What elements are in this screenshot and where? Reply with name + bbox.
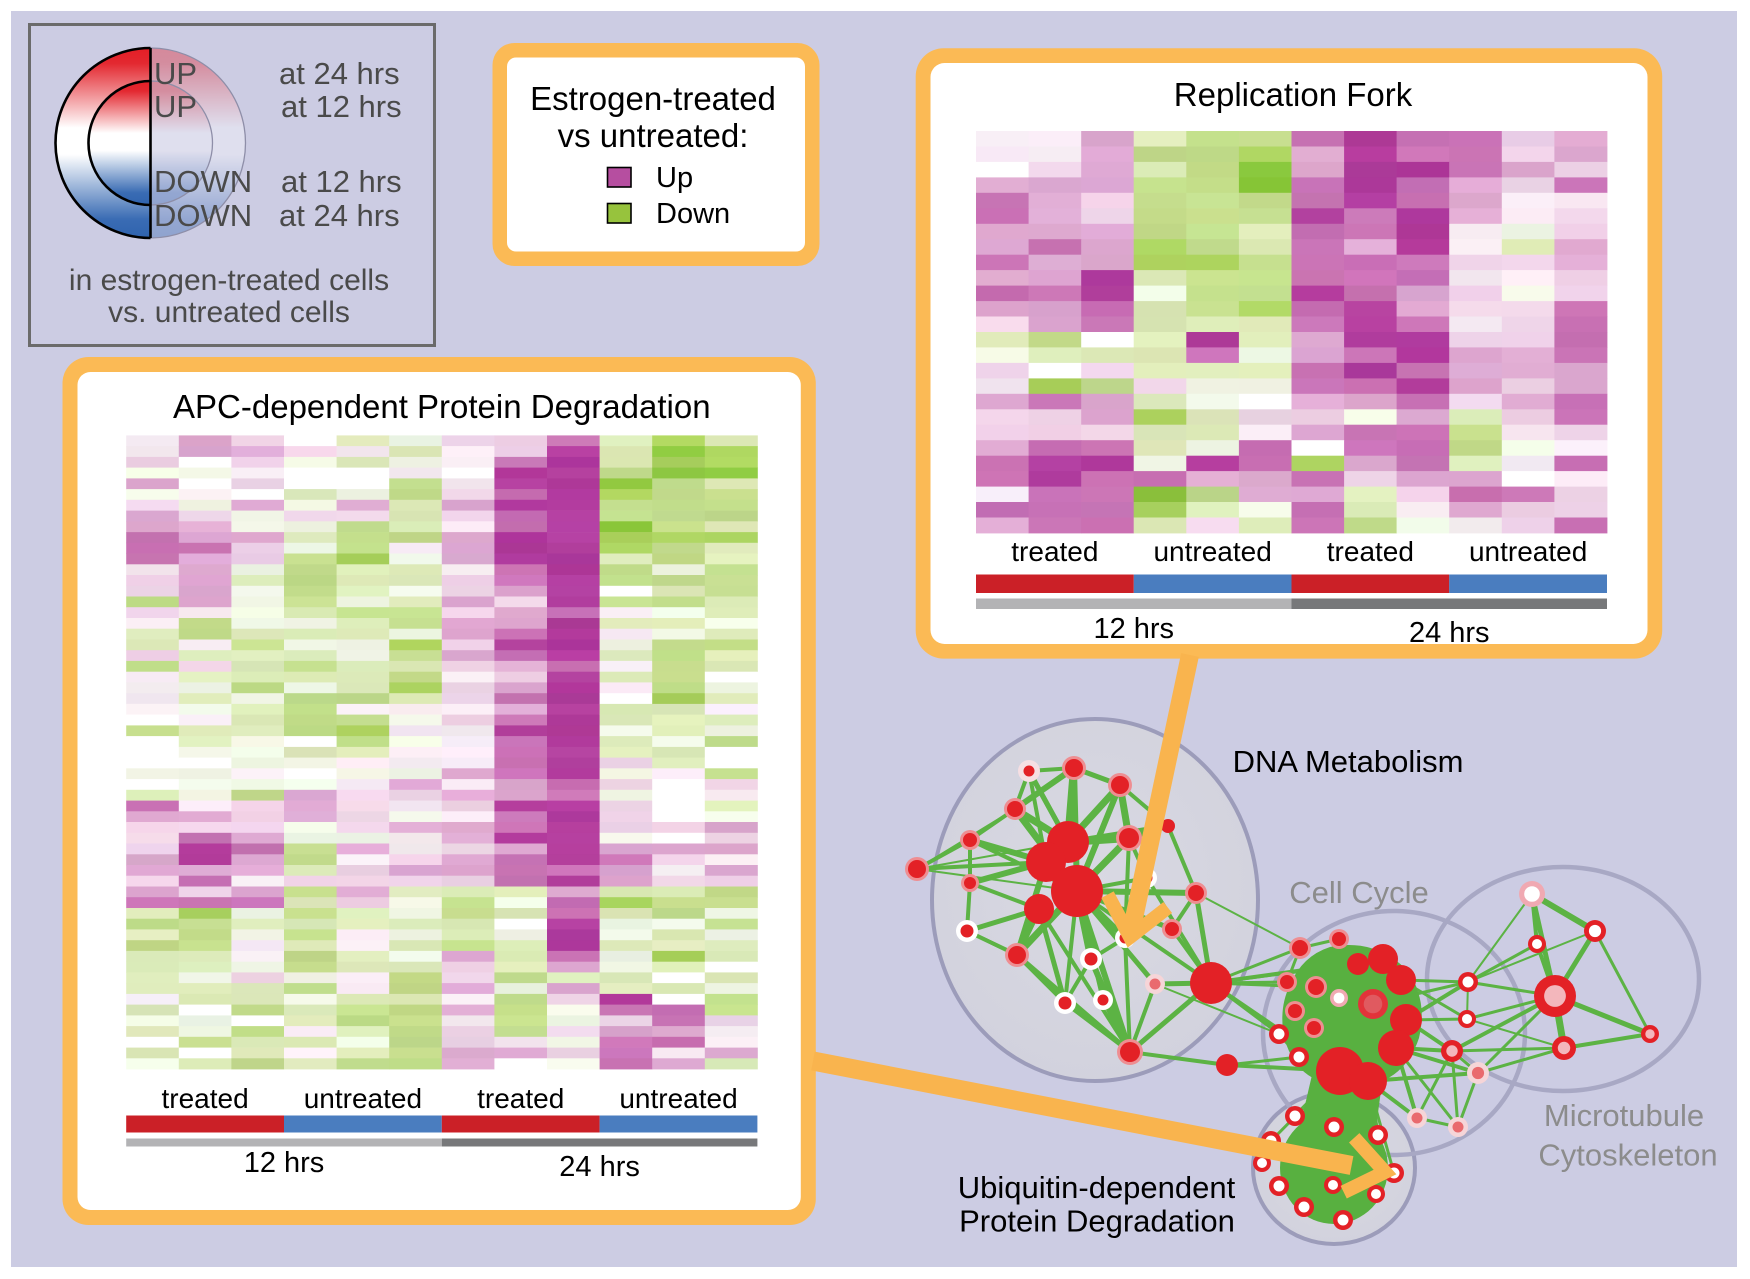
svg-text:treated: treated [1327, 536, 1414, 567]
svg-text:DNA Metabolism: DNA Metabolism [1233, 744, 1464, 779]
svg-text:24 hrs: 24 hrs [559, 1151, 640, 1183]
svg-text:at 12 hrs: at 12 hrs [281, 164, 402, 199]
svg-text:Protein Degradation: Protein Degradation [959, 1204, 1235, 1239]
svg-text:treated: treated [1011, 536, 1098, 567]
svg-text:Microtubule: Microtubule [1544, 1098, 1704, 1133]
svg-text:at 24 hrs: at 24 hrs [279, 56, 400, 91]
svg-text:in estrogen-treated cells: in estrogen-treated cells [69, 264, 389, 297]
svg-text:12 hrs: 12 hrs [1093, 613, 1174, 645]
svg-text:24 hrs: 24 hrs [1409, 617, 1490, 649]
svg-text:at 24 hrs: at 24 hrs [279, 198, 400, 233]
svg-text:untreated: untreated [1153, 536, 1271, 567]
svg-text:treated: treated [477, 1083, 564, 1114]
svg-text:untreated: untreated [304, 1083, 422, 1114]
svg-text:vs. untreated cells: vs. untreated cells [108, 296, 350, 329]
svg-text:UP: UP [154, 89, 197, 124]
svg-text:vs untreated:: vs untreated: [558, 117, 749, 154]
svg-text:Ubiquitin-dependent: Ubiquitin-dependent [958, 1170, 1236, 1205]
svg-text:UP: UP [154, 56, 197, 91]
svg-text:at 12 hrs: at 12 hrs [281, 89, 402, 124]
svg-text:Replication Fork: Replication Fork [1174, 76, 1413, 113]
svg-text:DOWN: DOWN [154, 164, 252, 199]
svg-text:DOWN: DOWN [154, 198, 252, 233]
svg-text:Cytoskeleton: Cytoskeleton [1538, 1138, 1717, 1173]
svg-text:Up: Up [656, 162, 693, 194]
svg-text:Cell Cycle: Cell Cycle [1289, 875, 1429, 910]
svg-text:APC-dependent Protein Degradat: APC-dependent Protein Degradation [173, 388, 711, 425]
svg-text:12 hrs: 12 hrs [244, 1147, 325, 1179]
svg-text:treated: treated [162, 1083, 249, 1114]
svg-text:Estrogen-treated: Estrogen-treated [530, 80, 776, 117]
svg-text:Down: Down [656, 198, 730, 230]
svg-text:untreated: untreated [619, 1083, 737, 1114]
svg-text:untreated: untreated [1469, 536, 1587, 567]
